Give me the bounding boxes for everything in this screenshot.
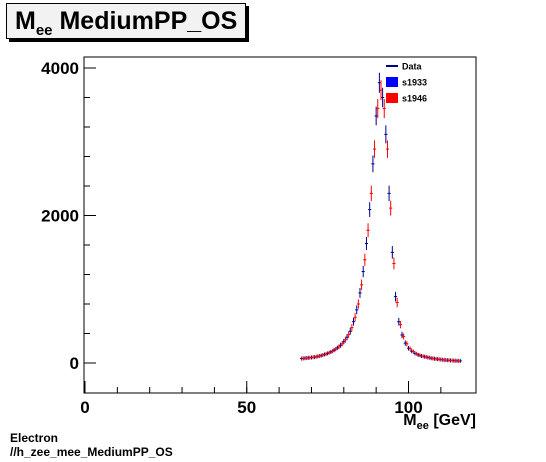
data-point-s1946 <box>308 355 312 360</box>
data-point-s1946 <box>395 297 399 308</box>
data-point-s1946 <box>431 356 435 361</box>
data-point-s1946 <box>414 351 419 356</box>
data-point-s1946 <box>311 355 315 360</box>
x-axis-label: Mee [GeV] <box>403 412 476 432</box>
data-point-s1933 <box>364 236 369 251</box>
data-point-s1946 <box>304 356 309 361</box>
data-point-s1933 <box>397 317 401 326</box>
legend-box-swatch <box>386 93 398 103</box>
data-point-s1946 <box>334 346 338 352</box>
data-point-s1933 <box>381 87 385 108</box>
data-point-s1933 <box>371 155 375 173</box>
data-point-s1933 <box>351 317 356 326</box>
y-tick-label: 0 <box>70 354 79 373</box>
y-tick-label: 4000 <box>41 59 79 78</box>
data-point-s1946 <box>437 357 441 362</box>
data-point-s1933 <box>368 202 372 217</box>
data-point-s1933 <box>390 246 394 259</box>
data-point-s1933 <box>384 125 388 144</box>
data-point-s1946 <box>321 353 325 358</box>
data-point-s1946 <box>356 299 360 309</box>
data-point-s1933 <box>387 185 391 202</box>
legend-label: Data <box>402 62 423 72</box>
data-point-s1946 <box>363 253 367 266</box>
legend-box-swatch <box>386 77 398 87</box>
data-point-s1946 <box>457 358 461 363</box>
data-point-s1933 <box>400 331 404 339</box>
footer-label: Electron <box>10 431 59 445</box>
data-point-s1933 <box>361 265 365 278</box>
data-point-s1946 <box>359 279 364 291</box>
data-point-s1946 <box>453 358 458 363</box>
data-point-s1946 <box>434 356 438 361</box>
data-point-s1933 <box>355 305 359 315</box>
x-tick-label: 100 <box>394 398 422 417</box>
title-rest: MediumPP_OS <box>52 7 238 35</box>
y-tick-label: 2000 <box>41 207 79 226</box>
data-point-s1946 <box>330 349 335 354</box>
data-point-s1946 <box>376 99 380 119</box>
data-point-s1933 <box>335 345 339 351</box>
data-point-s1946 <box>444 357 448 362</box>
data-point-s1946 <box>411 349 415 354</box>
data-point-s1946 <box>317 353 322 358</box>
data-point-s1946 <box>402 333 406 340</box>
data-point-s1933 <box>345 334 349 341</box>
data-point-s1946 <box>327 350 331 355</box>
data-point-s1946 <box>440 357 445 362</box>
data-point-s1933 <box>377 72 381 93</box>
data-point-s1946 <box>337 344 341 350</box>
data-point-s1946 <box>347 331 351 338</box>
data-point-s1946 <box>398 320 403 329</box>
data-point-s1933 <box>348 327 352 335</box>
data-point-s1933 <box>374 106 378 126</box>
data-point-s1946 <box>350 324 354 332</box>
data-point-s1946 <box>405 341 409 347</box>
data-point-s1933 <box>326 351 330 356</box>
data-point-s1933 <box>332 347 336 353</box>
data-point-s1946 <box>418 353 422 358</box>
data-point-s1946 <box>382 99 386 119</box>
data-point-s1946 <box>450 358 454 363</box>
x-tick-label: 50 <box>237 398 256 417</box>
data-point-s1946 <box>369 185 373 202</box>
data-point-s1946 <box>424 354 428 359</box>
data-point-s1946 <box>392 257 396 270</box>
data-point-s1946 <box>366 223 370 238</box>
legend-label: s1933 <box>402 78 427 88</box>
data-point-s1946 <box>427 355 432 360</box>
data-point-s1946 <box>447 358 451 363</box>
data-point-s1933 <box>358 287 362 298</box>
title-box: Mee MediumPP_OS <box>6 3 246 39</box>
data-point-s1933 <box>322 352 326 357</box>
data-point-s1946 <box>389 200 393 216</box>
data-point-s1946 <box>340 341 344 347</box>
data-point-s1946 <box>421 354 425 359</box>
title-main: M <box>15 7 36 35</box>
plot-title: Mee MediumPP_OS <box>15 7 237 39</box>
data-point-s1946 <box>353 313 357 322</box>
histogram-path: //h_zee_mee_MediumPP_OS <box>10 445 173 459</box>
x-tick-label: 0 <box>80 398 89 417</box>
data-point-s1946 <box>408 346 412 351</box>
data-point-s1946 <box>343 336 348 343</box>
title-sub: ee <box>35 22 53 39</box>
data-point-s1933 <box>393 291 398 302</box>
data-point-s1946 <box>314 354 318 359</box>
data-point-s1946 <box>372 140 377 158</box>
plot-frame <box>83 56 477 394</box>
data-point-s1946 <box>379 80 383 100</box>
data-point-s1933 <box>403 340 407 346</box>
data-point-s1933 <box>329 349 333 354</box>
legend-label: s1946 <box>402 94 427 104</box>
data-point-s1946 <box>324 352 328 357</box>
data-point-s1933 <box>342 338 346 345</box>
data-point-s1946 <box>385 140 390 158</box>
data-point-s1933 <box>338 342 343 348</box>
data-point-s1946 <box>301 356 305 361</box>
